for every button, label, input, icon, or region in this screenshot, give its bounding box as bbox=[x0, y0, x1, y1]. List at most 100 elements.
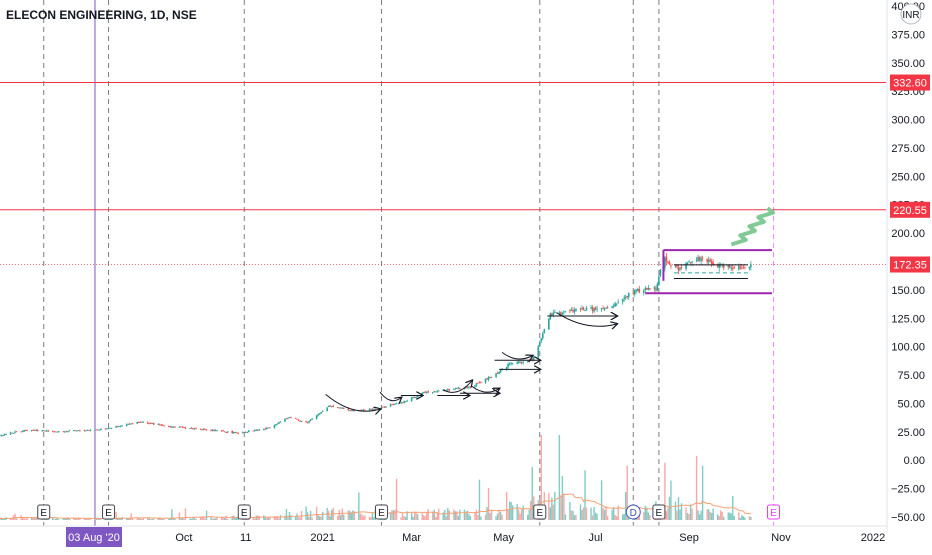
candle-body bbox=[67, 431, 69, 433]
volume-bar bbox=[15, 517, 18, 520]
trend-arrow[interactable] bbox=[501, 351, 532, 359]
earnings-marker[interactable] bbox=[652, 504, 666, 520]
earnings-marker[interactable] bbox=[533, 504, 547, 520]
candle-body bbox=[603, 308, 606, 310]
volume-bar bbox=[184, 508, 187, 520]
volume-bar bbox=[147, 517, 149, 520]
earnings-marker[interactable] bbox=[37, 504, 51, 520]
candle-body bbox=[62, 431, 65, 433]
volume-bar bbox=[465, 511, 467, 520]
volume-bar bbox=[626, 465, 628, 520]
candle-body bbox=[486, 378, 488, 380]
trend-arrow[interactable] bbox=[471, 386, 499, 392]
candle-body bbox=[519, 361, 521, 363]
volume-bar bbox=[463, 509, 466, 520]
candle-body bbox=[611, 306, 613, 309]
volume-bar bbox=[125, 518, 128, 520]
volume-bar bbox=[263, 515, 265, 520]
candle-body bbox=[621, 299, 624, 302]
dividend-marker[interactable] bbox=[625, 504, 641, 520]
volume-bar bbox=[181, 517, 184, 520]
volume-bar bbox=[456, 511, 458, 520]
candle-body bbox=[136, 421, 139, 424]
candle-body bbox=[305, 421, 307, 423]
candle-body bbox=[543, 329, 546, 334]
candle-body bbox=[254, 430, 256, 431]
candle-body bbox=[329, 405, 332, 407]
candle-body bbox=[116, 426, 119, 428]
candle-body bbox=[560, 312, 562, 315]
volume-bar bbox=[362, 516, 365, 520]
candle-body bbox=[131, 423, 134, 425]
candle-body bbox=[380, 407, 383, 409]
volume-bar bbox=[201, 516, 203, 520]
candle-body bbox=[56, 431, 59, 433]
candle-body bbox=[77, 430, 80, 432]
earnings-marker[interactable] bbox=[374, 504, 388, 520]
volume-bar bbox=[674, 501, 677, 520]
candle-body bbox=[58, 431, 60, 433]
volume-bar bbox=[575, 514, 577, 520]
candle-body bbox=[306, 422, 309, 424]
volume-bar bbox=[665, 511, 668, 520]
candle-body bbox=[706, 258, 708, 262]
candle-body bbox=[594, 307, 597, 310]
volume-bar bbox=[294, 516, 297, 520]
currency-badge[interactable] bbox=[900, 3, 922, 25]
candle-body bbox=[436, 391, 439, 392]
volume-bar bbox=[53, 519, 55, 520]
trend-arrow[interactable] bbox=[325, 393, 380, 411]
candle-body bbox=[680, 266, 683, 268]
volume-bar bbox=[459, 509, 461, 520]
candle-body bbox=[36, 430, 39, 431]
candle-body bbox=[478, 382, 481, 384]
trend-arrow[interactable] bbox=[443, 381, 472, 393]
volume-bar bbox=[581, 509, 583, 520]
forecast-projection[interactable] bbox=[730, 206, 775, 247]
earnings-marker[interactable] bbox=[237, 504, 251, 520]
volume-bar bbox=[35, 518, 37, 520]
volume-bar bbox=[266, 518, 268, 520]
volume-bar bbox=[413, 512, 416, 520]
trend-arrow[interactable] bbox=[556, 312, 616, 327]
trend-drawings[interactable] bbox=[325, 206, 775, 411]
volume-bar bbox=[162, 519, 164, 520]
volume-bar bbox=[689, 504, 692, 520]
event-marker-label: E bbox=[105, 508, 112, 519]
candle-body bbox=[243, 431, 246, 433]
candle-body bbox=[309, 419, 312, 421]
candle-body bbox=[241, 432, 244, 433]
candle-body bbox=[691, 261, 693, 263]
candle-body bbox=[394, 403, 396, 405]
volume-bar bbox=[468, 513, 470, 520]
volume-bar bbox=[157, 517, 160, 520]
candle-body bbox=[234, 432, 237, 434]
earnings-marker[interactable] bbox=[766, 504, 780, 520]
volume-bar bbox=[676, 510, 678, 520]
earnings-marker[interactable] bbox=[102, 504, 116, 520]
volume-bar bbox=[403, 516, 405, 520]
candle-body bbox=[287, 417, 289, 419]
volume-bar bbox=[300, 510, 303, 520]
volume-bar bbox=[189, 518, 191, 520]
candle-body bbox=[554, 312, 556, 314]
horizontal-levels[interactable] bbox=[0, 82, 886, 266]
candle-body bbox=[338, 407, 341, 409]
volume-bar bbox=[723, 516, 725, 520]
candle-body bbox=[85, 430, 87, 432]
candle-body bbox=[201, 429, 203, 431]
volume-bar bbox=[62, 518, 65, 520]
volume-bar bbox=[317, 515, 319, 520]
volume-bars bbox=[0, 435, 752, 520]
candle-body bbox=[97, 429, 99, 431]
volume-bar bbox=[273, 516, 276, 520]
volume-bar bbox=[501, 514, 503, 520]
trend-arrow[interactable] bbox=[379, 391, 401, 401]
volume-bar bbox=[415, 512, 417, 520]
volume-bar bbox=[252, 517, 255, 520]
volume-bar bbox=[554, 492, 556, 520]
time-axis[interactable]: Oct 11 2021 Mar May Jul Sep Nov 2022 bbox=[175, 532, 885, 544]
